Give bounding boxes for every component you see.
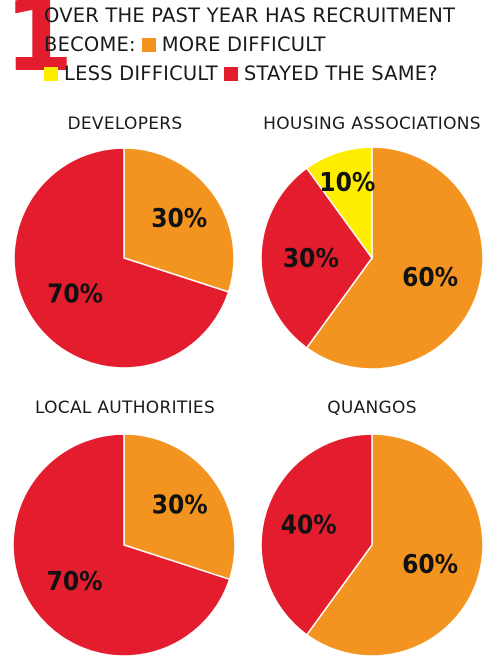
pie-label-quangos-0: 60% — [402, 550, 458, 580]
pie-label-housing-associations-2: 10% — [319, 168, 375, 198]
pie-slice-developers-1 — [13, 147, 230, 369]
chart-title-developers: DEVELOPERS — [67, 114, 183, 134]
pie-slice-local-authorities-0 — [123, 433, 236, 581]
legend-label-stayed-same: STAYED THE SAME? — [243, 62, 438, 85]
pie-label-housing-associations-1: 30% — [283, 244, 339, 274]
pie-label-quangos-1: 40% — [281, 510, 337, 540]
question-prefix: BECOME: — [44, 33, 136, 56]
legend-label-less-difficult: LESS DIFFICULT — [64, 62, 218, 85]
legend-label-more-difficult: MORE DIFFICULT — [161, 33, 326, 56]
chart-title-local-authorities: LOCAL AUTHORITIES — [34, 398, 216, 418]
pie-slice-housing-associations-0 — [305, 146, 484, 370]
pie-label-developers-0: 30% — [151, 204, 207, 234]
pie-slice-local-authorities-1 — [12, 433, 231, 657]
pie-slice-housing-associations-1 — [260, 167, 373, 349]
question-line-1: OVER THE PAST YEAR HAS RECRUITMENT — [44, 4, 456, 27]
legend-swatch-more-difficult — [141, 38, 156, 52]
pie-label-housing-associations-0: 60% — [402, 263, 458, 293]
chart-title-housing-associations: HOUSING ASSOCIATIONS — [263, 114, 481, 134]
pie-label-developers-1: 70% — [47, 280, 103, 310]
pie-slice-quangos-1 — [260, 433, 373, 636]
legend-swatch-stayed-same — [223, 67, 238, 81]
pie-slice-developers-0 — [123, 147, 235, 293]
pie-slice-quangos-0 — [305, 433, 484, 657]
pie-slice-housing-associations-2 — [305, 146, 373, 261]
question-line-3: LESS DIFFICULT STAYED THE SAME? — [44, 62, 438, 86]
pie-label-local-authorities-0: 30% — [152, 491, 208, 521]
chart-title-quangos: QUANGOS — [327, 398, 417, 418]
question-line-2: BECOME: MORE DIFFICULT — [44, 33, 326, 57]
question-number: 1 — [4, 0, 74, 94]
question-header: 1 OVER THE PAST YEAR HAS RECRUITMENT BEC… — [0, 0, 500, 110]
legend-swatch-less-difficult — [44, 67, 58, 81]
pie-label-local-authorities-1: 70% — [47, 567, 103, 597]
